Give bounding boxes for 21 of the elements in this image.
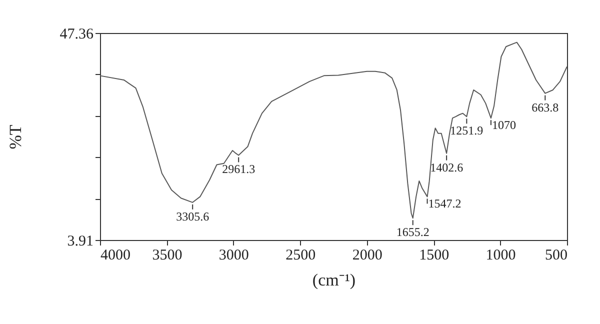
annotation: 1655.2 [396, 225, 430, 240]
x-tick-label: 4000 [100, 248, 130, 264]
x-tick-label: 2500 [286, 248, 316, 264]
y-axis-title: %T [6, 124, 25, 150]
annotation: 663.8 [532, 100, 559, 114]
annotation: 2961.3 [222, 162, 256, 176]
line-series [100, 42, 568, 219]
x-tick-label: 1000 [486, 248, 516, 264]
y-tick-label: 3.91 [67, 234, 94, 250]
x-tick-label: 3000 [218, 248, 249, 264]
y-tick-label: 47.36 [60, 26, 94, 42]
annotation: 1547.2 [428, 196, 462, 211]
annotation: 1402.6 [430, 160, 464, 174]
x-tick-label: 500 [545, 248, 568, 264]
x-axis-title: (cm⁻¹) [312, 270, 356, 290]
annotation: 1070 [492, 118, 516, 132]
annotation: 1251.9 [450, 124, 484, 138]
x-tick-label: 1500 [419, 248, 450, 264]
x-tick-label: 2000 [352, 248, 382, 264]
x-tick-label: 3500 [152, 248, 182, 264]
annotation: 3305.6 [176, 209, 210, 224]
